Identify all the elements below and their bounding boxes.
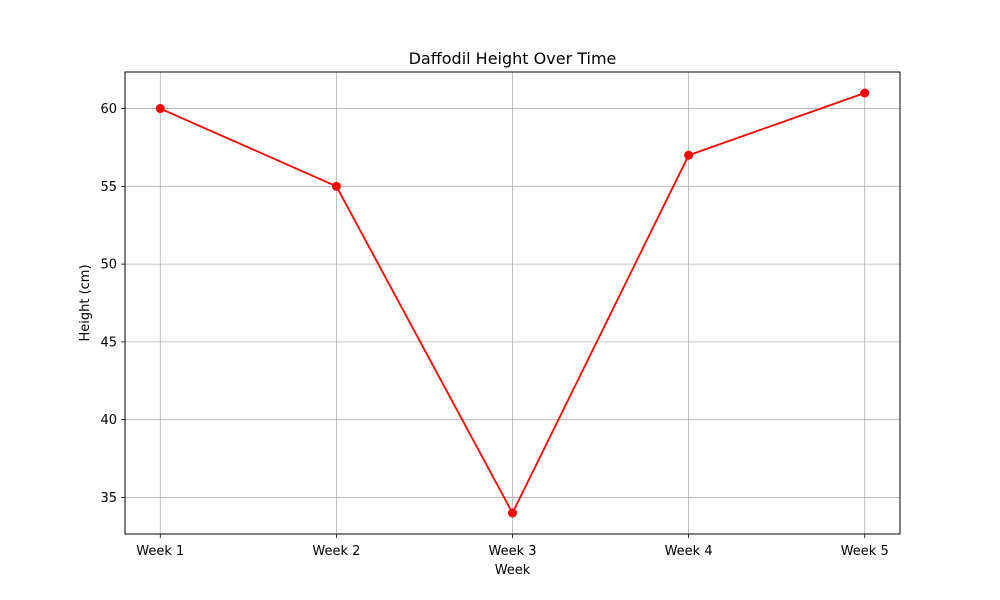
data-point bbox=[155, 104, 165, 114]
tick-labels: Week 1 Week 2 Week 3 Week 4 Week 5 35 40 45 50 55… bbox=[100, 102, 888, 559]
chart-title: Daffodil Height Over Time bbox=[409, 49, 617, 68]
series-layer bbox=[155, 88, 870, 518]
y-tick-label: 35 bbox=[100, 491, 117, 506]
x-tick-label: Week 5 bbox=[841, 544, 889, 559]
plot-frame bbox=[124, 71, 901, 535]
data-point bbox=[508, 508, 517, 518]
data-point bbox=[860, 88, 870, 98]
x-axis-label: Week bbox=[495, 563, 531, 578]
axes bbox=[121, 71, 901, 538]
x-tick-label: Week 4 bbox=[665, 544, 713, 559]
data-point bbox=[684, 150, 694, 160]
y-tick-label: 50 bbox=[100, 258, 117, 273]
x-tick-label: Week 1 bbox=[136, 544, 184, 559]
grid-lines bbox=[125, 72, 900, 534]
y-axis-label: Height (cm) bbox=[78, 264, 93, 341]
y-tick-label: 45 bbox=[100, 335, 117, 350]
x-tick-label: Week 3 bbox=[488, 544, 536, 559]
x-tick-label: Week 2 bbox=[312, 544, 360, 559]
y-tick-label: 60 bbox=[100, 102, 117, 117]
data-point bbox=[331, 181, 341, 191]
y-tick-label: 55 bbox=[100, 180, 117, 195]
y-tick-label: 40 bbox=[100, 413, 117, 428]
